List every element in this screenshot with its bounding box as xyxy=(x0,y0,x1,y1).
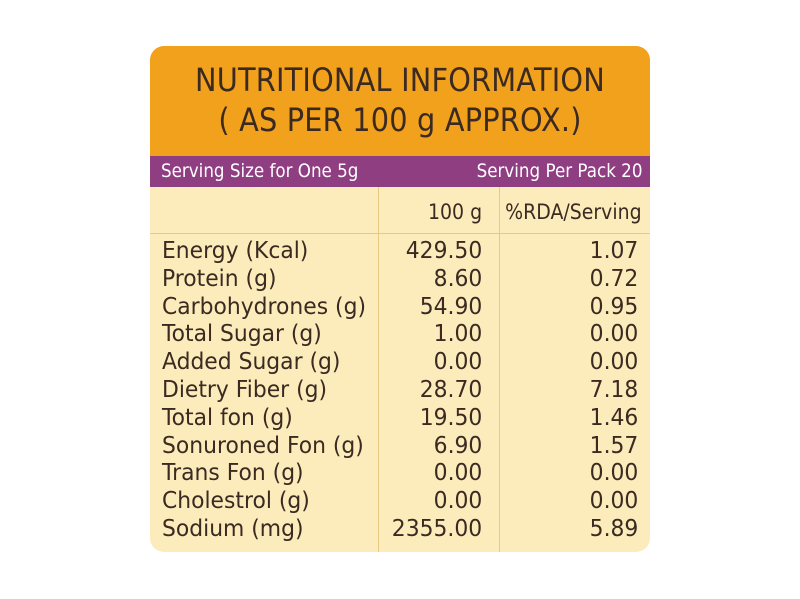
nutrient-label: Carbohydrones (g) xyxy=(162,291,366,320)
nutrient-row: Trans Fon (g) 0.00 0.00 xyxy=(150,459,650,487)
nutrient-per-100g: 0.00 xyxy=(433,486,482,515)
nutrient-row: Added Sugar (g) 0.00 0.00 xyxy=(150,347,650,376)
serving-per-pack: Serving Per Pack 20 xyxy=(476,160,642,182)
column-divider-1 xyxy=(378,187,379,552)
nutrient-rda: 0.95 xyxy=(589,291,638,320)
nutrient-rda: 0.00 xyxy=(589,347,638,376)
nutrient-per-100g: 19.50 xyxy=(419,402,482,431)
nutrient-row: Total fon (g) 19.50 1.46 xyxy=(150,402,650,432)
nutrient-per-100g: 6.90 xyxy=(433,430,482,459)
nutrient-rda: 0.00 xyxy=(589,319,638,348)
nutrient-rda: 0.00 xyxy=(589,486,638,515)
nutrient-per-100g: 8.60 xyxy=(433,263,482,292)
nutrition-label-card: NUTRITIONAL INFORMATION ( AS PER 100 g A… xyxy=(150,46,650,552)
column-divider-2 xyxy=(499,187,500,552)
nutrient-rda: 1.07 xyxy=(589,236,638,264)
serving-band: Serving Size for One 5g Serving Per Pack… xyxy=(150,156,650,187)
nutrient-per-100g: 0.00 xyxy=(433,347,482,376)
nutrient-row: Sodium (mg) 2355.00 5.89 xyxy=(150,513,650,543)
header-divider xyxy=(150,233,650,234)
column-header-rda: %RDA/Serving xyxy=(505,200,642,224)
nutrient-label: Sodium (mg) xyxy=(162,513,304,542)
nutrient-label: Cholestrol (g) xyxy=(162,486,310,515)
title-line-2: ( AS PER 100 g APPROX.) xyxy=(218,101,582,139)
title-band: NUTRITIONAL INFORMATION ( AS PER 100 g A… xyxy=(150,46,650,156)
nutrient-label: Dietry Fiber (g) xyxy=(162,374,328,403)
serving-size: Serving Size for One 5g xyxy=(161,160,359,182)
nutrient-per-100g: 1.00 xyxy=(433,319,482,348)
nutrient-rda: 1.57 xyxy=(589,430,638,459)
nutrient-label: Sonuroned Fon (g) xyxy=(162,430,364,459)
nutrient-row: Dietry Fiber (g) 28.70 7.18 xyxy=(150,374,650,404)
nutrient-label: Protein (g) xyxy=(162,263,277,292)
nutrient-per-100g: 28.70 xyxy=(419,374,482,403)
nutrient-row: Protein (g) 8.60 0.72 xyxy=(150,263,650,293)
nutrient-per-100g: 54.90 xyxy=(419,291,482,320)
nutrient-row: Total Sugar (g) 1.00 0.00 xyxy=(150,320,650,348)
nutrient-row: Cholestrol (g) 0.00 0.00 xyxy=(150,486,650,515)
title-line-1: NUTRITIONAL INFORMATION xyxy=(195,61,605,99)
column-header-100g: 100 g xyxy=(427,200,482,224)
nutrient-label: Total Sugar (g) xyxy=(162,319,322,348)
nutrient-rda: 7.18 xyxy=(589,374,638,403)
nutrient-per-100g: 2355.00 xyxy=(391,513,482,542)
nutrient-rda: 0.00 xyxy=(589,458,638,487)
nutrient-per-100g: 0.00 xyxy=(433,458,482,487)
nutrient-row: Carbohydrones (g) 54.90 0.95 xyxy=(150,291,650,321)
nutrient-rda: 1.46 xyxy=(589,402,638,431)
nutrient-label: Total fon (g) xyxy=(162,402,293,431)
nutrient-rda: 5.89 xyxy=(589,513,638,542)
nutrient-label: Trans Fon (g) xyxy=(162,458,304,487)
nutrient-label: Added Sugar (g) xyxy=(162,347,341,376)
nutrient-row: Sonuroned Fon (g) 6.90 1.57 xyxy=(150,430,650,460)
nutrient-label: Energy (Kcal) xyxy=(162,236,309,264)
nutrient-rda: 0.72 xyxy=(589,263,638,292)
nutrient-table: Energy (Kcal) 429.50 1.07 Protein (g) 8.… xyxy=(150,236,650,543)
nutrient-row: Energy (Kcal) 429.50 1.07 xyxy=(150,236,650,265)
nutrient-per-100g: 429.50 xyxy=(405,236,482,264)
